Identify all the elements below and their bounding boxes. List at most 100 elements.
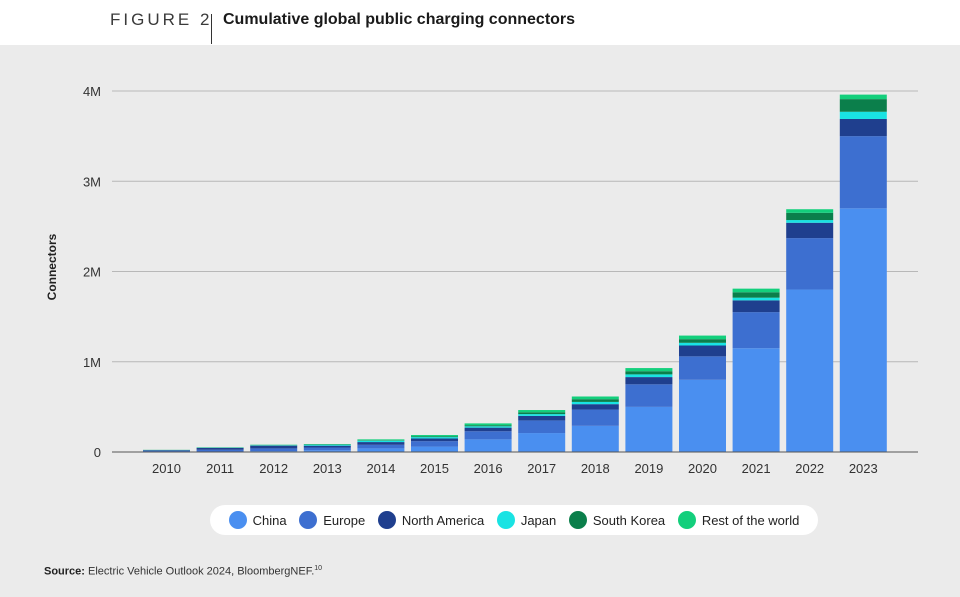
- legend-label: China: [252, 512, 287, 528]
- bar-segment-japan: [732, 297, 780, 301]
- header-divider: [211, 14, 212, 44]
- bar-segment-europe: [625, 384, 673, 407]
- bar-segment-south-korea: [464, 425, 512, 427]
- stacked-bar-chart: 0 1M 2M 3M 4M 2010 2011 2012 2013 2014 2015 2016 201…: [45, 84, 918, 476]
- bar-segment-rest-of-the-world: [571, 396, 619, 400]
- bar-segment-europe: [518, 420, 566, 434]
- bar-segment-rest-of-the-world: [839, 94, 887, 100]
- legend-item: North America: [377, 511, 484, 529]
- bar-segment-rest-of-the-world: [518, 410, 566, 413]
- bar-segment-japan: [679, 342, 726, 346]
- bar-segment-europe: [143, 450, 190, 452]
- bar-segment-europe: [464, 431, 512, 440]
- bar-segment-japan: [571, 401, 619, 405]
- x-tick-label: 2020: [688, 461, 717, 476]
- bar-segment-europe: [839, 136, 887, 209]
- bar-segment-north-america: [411, 438, 458, 442]
- source-label: Source:: [44, 565, 85, 578]
- bar-segment-europe: [679, 356, 726, 380]
- bar-segment-europe: [196, 449, 244, 452]
- legend-item: Rest of the world: [677, 511, 800, 529]
- bar-segment-china: [303, 450, 351, 452]
- legend-swatch: [496, 511, 515, 529]
- bar-segment-rest-of-the-world: [357, 439, 405, 441]
- legend-item: South Korea: [568, 511, 666, 529]
- bar-segment-rest-of-the-world: [732, 288, 780, 293]
- y-tick-label: 4M: [83, 84, 101, 99]
- bar-segment-china: [732, 348, 780, 452]
- y-tick-label: 0: [94, 445, 101, 460]
- source-note: Source: Electric Vehicle Outlook 2024, B…: [44, 565, 322, 578]
- source-footnote: 10: [314, 565, 323, 572]
- bar-segment-china: [464, 439, 512, 452]
- bar-segment-europe: [411, 441, 458, 447]
- bar-segment-rest-of-the-world: [679, 335, 726, 340]
- y-axis-label: Connectors: [45, 233, 59, 300]
- bar-segment-china: [679, 379, 726, 452]
- figure-number: FIGURE 2: [110, 10, 213, 29]
- bar-segment-rest-of-the-world: [411, 435, 458, 437]
- bar-segment-japan: [357, 440, 405, 443]
- legend-label: Rest of the world: [701, 512, 800, 528]
- bar-segment-china: [839, 208, 887, 452]
- bar-segment-north-america: [786, 222, 834, 239]
- gridlines: [112, 90, 918, 363]
- source-text: Electric Vehicle Outlook 2024, Bloomberg…: [88, 565, 315, 578]
- bar-segment-south-korea: [786, 212, 834, 221]
- bar-segment-japan: [411, 437, 458, 439]
- legend-label: South Korea: [592, 512, 666, 528]
- bar-segment-north-america: [571, 404, 619, 410]
- x-tick-label: 2012: [259, 461, 288, 476]
- bar-segment-south-korea: [839, 99, 887, 112]
- bar-segment-rest-of-the-world: [464, 423, 512, 426]
- bar-segment-north-america: [839, 118, 887, 137]
- bar-segment-north-america: [303, 445, 351, 448]
- figure-header: FIGURE 2 Cumulative global public chargi…: [0, 0, 960, 45]
- bar-segment-china: [571, 425, 619, 452]
- bar-segment-europe: [571, 409, 619, 426]
- bar-segment-north-america: [679, 345, 726, 357]
- legend-label: Europe: [323, 512, 366, 528]
- legend-swatch: [568, 511, 587, 529]
- bar-segment-china: [518, 433, 566, 452]
- bar-segment-north-america: [250, 445, 298, 449]
- x-tick-label: 2013: [313, 461, 342, 476]
- legend-item: China: [228, 511, 287, 529]
- bar-segment-south-korea: [518, 412, 566, 415]
- bar-segment-japan: [786, 220, 834, 223]
- bar-segment-japan: [303, 444, 351, 446]
- x-tick-label: 2011: [206, 461, 234, 476]
- bar-segment-europe: [732, 312, 780, 349]
- x-tick-label: 2017: [527, 461, 556, 476]
- bar-segment-north-america: [518, 415, 566, 421]
- y-tick-label: 3M: [83, 174, 101, 189]
- axes: 0 1M 2M 3M 4M 2010 2011 2012 2013 2014 2015 2016 201…: [83, 84, 918, 476]
- x-tick-label: 2015: [420, 461, 449, 476]
- chart-legend: China Europe North America Japan South Korea…: [210, 505, 818, 535]
- bar-segment-south-korea: [625, 371, 673, 375]
- legend-swatch: [677, 511, 696, 529]
- legend-swatch: [228, 511, 247, 529]
- bar-segment-north-america: [732, 300, 780, 313]
- bar-segment-south-korea: [732, 292, 780, 298]
- x-tick-label: 2016: [474, 461, 503, 476]
- x-tick-label: 2018: [581, 461, 610, 476]
- bar-segment-europe: [250, 448, 298, 452]
- legend-swatch: [377, 511, 396, 529]
- bar-segment-north-america: [357, 442, 405, 445]
- y-tick-label: 1M: [83, 355, 101, 370]
- bar-segment-japan: [839, 111, 887, 119]
- chart-panel: 0 1M 2M 3M 4M 2010 2011 2012 2013 2014 2015 2016 201…: [0, 45, 960, 597]
- x-tick-label: 2021: [742, 461, 771, 476]
- chart-title: Cumulative global public charging connec…: [223, 11, 576, 28]
- x-tick-label: 2023: [849, 461, 878, 476]
- bar-segment-japan: [518, 414, 566, 416]
- bar-segment-japan: [464, 426, 512, 428]
- legend-swatch: [299, 511, 318, 529]
- bar-segment-south-korea: [411, 436, 458, 438]
- legend-item: Europe: [299, 511, 365, 529]
- x-tick-label: 2019: [634, 461, 663, 476]
- bar-segment-rest-of-the-world: [786, 209, 834, 213]
- bar-segment-south-korea: [571, 399, 619, 402]
- bar-segment-china: [357, 448, 405, 452]
